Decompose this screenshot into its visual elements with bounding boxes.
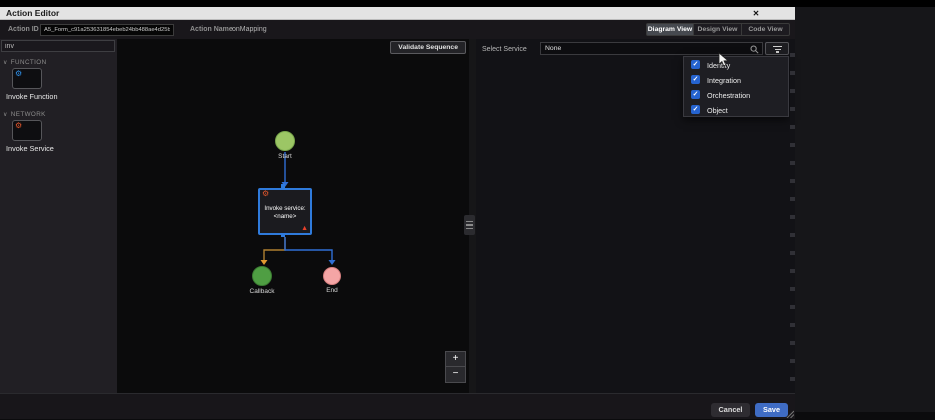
palette-item-label: Invoke Service [6,144,54,153]
tab-diagram-view[interactable]: Diagram View [646,23,694,36]
action-editor-dialog: Action Editor ✕ Action ID Action Name on… [0,7,795,419]
action-name-value: onMapping [232,26,267,33]
section-label: NETWORK [10,111,46,118]
node-start[interactable] [275,131,295,151]
palette-section-network[interactable]: ∨ NETWORK [3,111,46,118]
filter-option-integration[interactable]: ✓ Integration [691,75,741,85]
dialog-titlebar: Action Editor ✕ [0,7,795,20]
connector-port[interactable] [281,184,285,188]
checkbox-checked-icon[interactable]: ✓ [691,90,700,99]
top-strip [0,0,935,7]
resize-handle[interactable] [785,409,794,418]
action-id-label: Action ID [8,26,39,33]
node-end[interactable] [323,267,341,285]
mouse-cursor [718,52,729,67]
palette-item-invoke-service[interactable]: ⚙ [12,120,42,141]
view-tabs: Diagram View Design View Code View [646,23,790,36]
node-callback[interactable] [252,266,272,286]
cancel-button[interactable]: Cancel [711,403,750,417]
splitter-grip[interactable] [464,215,475,235]
node-end-label: End [326,287,338,294]
close-icon[interactable]: ✕ [752,9,760,18]
zoom-out-button[interactable]: − [445,367,466,383]
validate-sequence-button[interactable]: Validate Sequence [390,41,466,54]
service-inspector-panel: Select Service None ✓ Identity [476,39,795,393]
node-callback-label: Callback [249,288,275,295]
section-label: FUNCTION [10,59,47,66]
palette-section-function[interactable]: ∨ FUNCTION [3,59,47,66]
filter-dropdown-menu: ✓ Identity ✓ Integration ✓ Orchestration… [683,56,789,117]
node-start-label: Start [278,153,292,160]
dialog-title: Action Editor [6,8,60,18]
flow-connectors [260,152,336,265]
filter-icon [773,46,782,54]
palette-search-input[interactable] [1,40,115,52]
search-icon [750,45,759,54]
dialog-footer: Cancel Save [0,393,795,419]
chevron-down-icon: ∨ [3,60,8,66]
node-palette-sidebar: ∨FUNCTION ⚙ Invoke Function ∨NETWORK ⚙ I… [0,39,117,393]
panel-splitter[interactable] [464,39,476,393]
connector-port[interactable] [281,233,285,237]
palette-item-label: Invoke Function [6,92,58,101]
action-meta-bar: Action ID Action Name onMapping Diagram … [0,20,795,39]
checkbox-checked-icon[interactable]: ✓ [691,75,700,84]
gear-icon: ⚙ [262,189,270,198]
select-service-label: Select Service [482,46,527,53]
chevron-down-icon: ∨ [3,112,8,118]
filter-button[interactable] [765,42,789,55]
node-invoke-service-selected[interactable]: ⚙ Invoke service: <name> ▲ [258,188,312,235]
save-button[interactable]: Save [755,403,788,417]
gear-icon: ⚙ [15,69,23,78]
tab-code-view[interactable]: Code View [742,23,790,36]
filter-option-object[interactable]: ✓ Object [691,105,728,115]
gear-icon: ⚙ [15,121,23,130]
filter-option-orchestration[interactable]: ✓ Orchestration [691,90,751,100]
select-service-value: None [545,45,562,52]
zoom-controls: + − [445,351,466,383]
scrollbar[interactable] [790,39,795,393]
warning-icon: ▲ [301,225,308,232]
node-invoke-label: Invoke service: <name> [264,205,306,220]
dialog-body: ∨FUNCTION ⚙ Invoke Function ∨NETWORK ⚙ I… [0,39,795,393]
checkbox-checked-icon[interactable]: ✓ [691,60,700,69]
palette-item-invoke-function[interactable]: ⚙ [12,68,42,89]
zoom-in-button[interactable]: + [445,351,466,367]
action-id-input[interactable] [40,23,174,36]
diagram-canvas[interactable]: Validate Sequence Start ⚙ Invoke service… [117,39,469,393]
select-service-combobox[interactable]: None [540,42,763,55]
checkbox-checked-icon[interactable]: ✓ [691,105,700,114]
filter-option-identity[interactable]: ✓ Identity [691,60,731,70]
tab-design-view[interactable]: Design View [694,23,742,36]
action-name-label: Action Name [190,26,233,33]
